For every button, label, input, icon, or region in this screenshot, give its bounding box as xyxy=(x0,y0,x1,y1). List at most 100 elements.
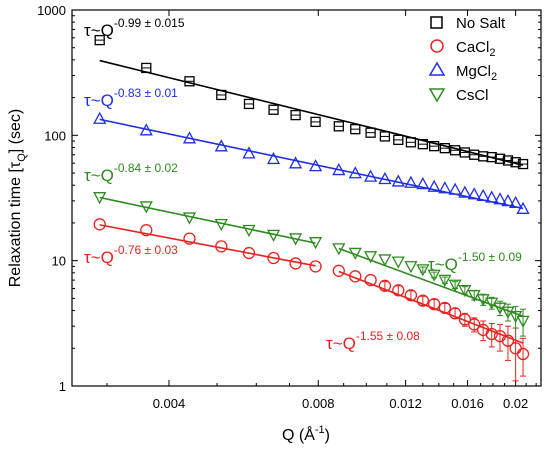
annotation-cacl2-fit-low-q: τ~Q-0.76 ± 0.03 xyxy=(84,243,178,267)
annotation-mgcl2-fit: τ~Q-0.83 ± 0.01 xyxy=(84,86,178,110)
legend-marker-square xyxy=(430,16,443,29)
error-bar-cscl xyxy=(520,308,527,337)
point-cscl xyxy=(391,256,405,269)
point-mgcl2 xyxy=(467,187,481,200)
point-mgcl2 xyxy=(182,131,197,144)
point-cacl2 xyxy=(289,257,302,270)
point-cacl2 xyxy=(309,260,322,273)
fit-line xyxy=(99,59,524,167)
point-cscl xyxy=(266,229,281,242)
point-cscl xyxy=(404,261,418,274)
x-tick-label: 0.016 xyxy=(451,396,484,411)
point-cacl2 xyxy=(93,218,106,231)
point-cscl xyxy=(364,251,378,264)
point-cscl xyxy=(427,269,441,282)
point-cacl2 xyxy=(140,224,153,237)
point-cscl xyxy=(378,254,392,267)
point-cacl2 xyxy=(364,273,377,287)
point-cscl xyxy=(348,247,362,260)
point-cscl xyxy=(139,201,153,214)
point-cscl xyxy=(438,274,452,287)
y-tick-label: 1 xyxy=(59,379,66,394)
point-cacl2 xyxy=(242,246,256,260)
point-cscl xyxy=(476,294,490,307)
legend: No Salt CaCl2 MgCl2 CsCl xyxy=(428,15,506,104)
x-tick-label: 0.012 xyxy=(389,396,422,411)
legend-label-no-salt: No Salt xyxy=(456,15,506,32)
error-bar-cacl2 xyxy=(504,325,511,361)
legend-marker-circle xyxy=(430,39,444,53)
error-bar-cscl xyxy=(441,276,448,284)
point-cacl2 xyxy=(215,240,228,253)
x-tick-label: 0.008 xyxy=(302,396,335,411)
point-mgcl2 xyxy=(308,159,323,172)
point-mgcl2 xyxy=(364,169,378,182)
point-cscl xyxy=(332,243,346,256)
point-mgcl2 xyxy=(288,156,303,169)
y-tick-label: 10 xyxy=(52,254,66,269)
legend-marker-triangle-up xyxy=(428,61,446,76)
point-cscl xyxy=(182,212,197,225)
point-mgcl2 xyxy=(242,146,256,159)
fit-line xyxy=(338,270,524,344)
point-cacl2 xyxy=(427,297,441,311)
x-tick-label: 0.004 xyxy=(153,396,186,411)
point-mgcl2 xyxy=(93,111,107,124)
point-mgcl2 xyxy=(485,190,499,203)
fit-line xyxy=(99,196,316,244)
point-mgcl2 xyxy=(501,194,515,207)
point-cacl2 xyxy=(267,251,280,265)
point-cacl2 xyxy=(416,294,429,307)
point-cscl xyxy=(308,237,323,250)
point-mgcl2 xyxy=(404,175,418,188)
annotation-cscl-fit-high-q: τ~Q-1.50 ± 0.09 xyxy=(428,250,522,274)
legend-label-cacl2: CaCl2 xyxy=(456,39,495,59)
y-axis-title: Relaxation time [τQ] (sec) xyxy=(7,109,28,288)
point-cacl2 xyxy=(183,232,196,245)
point-cacl2 xyxy=(404,289,418,302)
point-cacl2 xyxy=(448,307,462,320)
point-cscl xyxy=(516,315,530,328)
annotation-cscl-fit-low-q: τ~Q-0.84 ± 0.02 xyxy=(84,161,178,185)
point-mgcl2 xyxy=(458,185,472,198)
x-tick-label: 0.02 xyxy=(503,396,528,411)
plot-frame xyxy=(71,9,542,387)
point-cacl2 xyxy=(392,284,405,297)
tick-layer: 0.004 0.008 0.012 0.016 0.02 1 10 100 1000 xyxy=(37,3,541,411)
error-bars xyxy=(381,266,527,382)
point-cacl2 xyxy=(516,347,530,361)
annotation-no-salt-fit: τ~Q-0.99 ± 0.015 xyxy=(84,16,185,40)
point-cacl2 xyxy=(458,313,472,326)
error-bar-cacl2 xyxy=(488,323,495,348)
point-mgcl2 xyxy=(139,123,153,136)
point-cscl xyxy=(242,224,256,238)
point-mgcl2 xyxy=(378,171,392,185)
data-points xyxy=(93,34,530,361)
point-cscl xyxy=(467,289,481,303)
point-mgcl2 xyxy=(416,176,430,190)
point-cacl2 xyxy=(349,270,362,283)
point-mgcl2 xyxy=(516,201,530,214)
point-mgcl2 xyxy=(448,182,462,195)
y-tick-label: 1000 xyxy=(37,3,66,18)
point-mgcl2 xyxy=(493,192,507,205)
legend-label-cscl: CsCl xyxy=(456,87,489,104)
error-bar-cacl2 xyxy=(496,323,503,352)
point-cscl xyxy=(93,192,107,205)
point-cscl xyxy=(448,279,462,292)
y-tick-label: 100 xyxy=(44,128,66,143)
point-cacl2 xyxy=(438,301,452,315)
point-mgcl2 xyxy=(438,181,452,194)
point-mgcl2 xyxy=(348,166,362,179)
point-mgcl2 xyxy=(332,163,346,176)
point-mgcl2 xyxy=(266,151,281,165)
point-cacl2 xyxy=(501,334,515,347)
legend-label-mgcl2: MgCl2 xyxy=(456,63,497,83)
point-mgcl2 xyxy=(214,139,228,152)
point-cacl2 xyxy=(332,264,345,277)
point-mgcl2 xyxy=(391,174,405,187)
point-cacl2 xyxy=(485,327,498,341)
point-cacl2 xyxy=(378,279,392,292)
point-cscl xyxy=(416,264,430,277)
